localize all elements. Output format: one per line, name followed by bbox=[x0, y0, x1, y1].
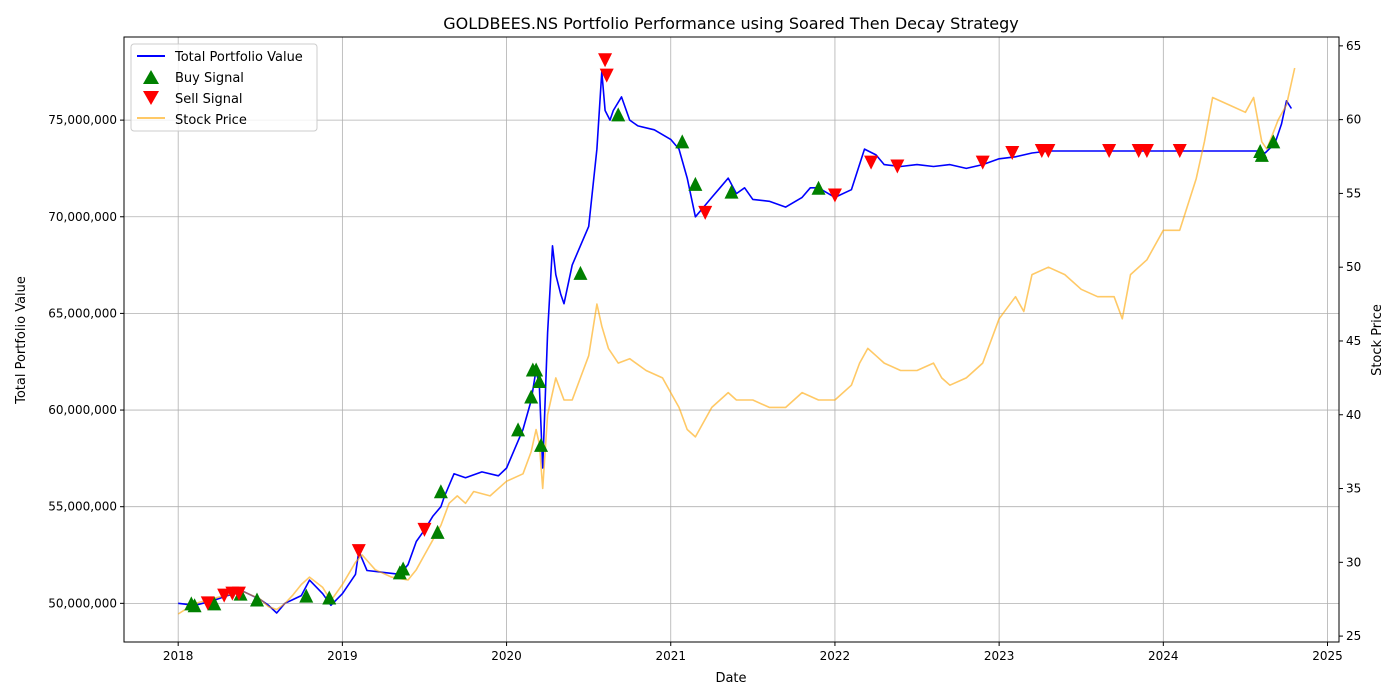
right-y-tick-label: 60 bbox=[1346, 113, 1361, 127]
x-tick-label: 2023 bbox=[984, 649, 1015, 663]
sell-signal-marker bbox=[1005, 145, 1020, 160]
legend: Total Portfolio Value Buy Signal Sell Si… bbox=[130, 43, 318, 132]
buy-signal-marker bbox=[1266, 134, 1281, 149]
left-y-tick-label: 70,000,000 bbox=[48, 210, 117, 224]
right-y-tick-label: 65 bbox=[1346, 39, 1361, 53]
buy-signal-marker bbox=[573, 265, 588, 280]
buy-signal-marker bbox=[524, 389, 539, 404]
buy-signal-marker bbox=[396, 561, 411, 576]
right-y-axis: 25 30 35 40 45 50 55 60 65 bbox=[1339, 39, 1361, 643]
x-axis-label: Date bbox=[715, 671, 746, 686]
right-y-tick-label: 25 bbox=[1346, 629, 1361, 643]
sell-signal-marker bbox=[1172, 144, 1187, 159]
x-axis: 2018 2019 2020 2021 2022 2023 2024 2025 bbox=[163, 642, 1343, 663]
buy-signal-marker bbox=[811, 180, 826, 195]
sell-signal-marker bbox=[217, 588, 232, 603]
sell-signal-marker bbox=[975, 155, 990, 170]
buy-signal-marker bbox=[534, 437, 549, 452]
right-y-tick-label: 35 bbox=[1346, 482, 1361, 496]
buy-signal-marker bbox=[1254, 147, 1269, 162]
sell-signal-marker bbox=[231, 586, 246, 601]
x-tick-label: 2018 bbox=[163, 649, 194, 663]
legend-buy-label: Buy Signal bbox=[175, 71, 244, 86]
buy-signal-marker bbox=[611, 107, 626, 122]
right-y-axis-label: Stock Price bbox=[1370, 304, 1385, 376]
left-y-tick-label: 60,000,000 bbox=[48, 403, 117, 417]
buy-signal-marker bbox=[529, 362, 544, 377]
left-y-tick-label: 50,000,000 bbox=[48, 596, 117, 610]
legend-portfolio-label: Total Portfolio Value bbox=[174, 50, 303, 65]
plot-frame bbox=[123, 36, 1340, 643]
chart-title: GOLDBEES.NS Portfolio Performance using … bbox=[443, 14, 1018, 33]
legend-stock-label: Stock Price bbox=[175, 113, 247, 128]
sell-signal-marker bbox=[890, 159, 905, 174]
sell-signal-marker bbox=[417, 522, 432, 537]
sell-signal-marker bbox=[1041, 144, 1056, 159]
left-y-axis: 50,000,000 55,000,000 60,000,000 65,000,000… bbox=[48, 113, 124, 610]
right-y-tick-label: 30 bbox=[1346, 555, 1361, 569]
stock-price-line bbox=[177, 67, 1296, 615]
left-y-tick-label: 65,000,000 bbox=[48, 306, 117, 320]
x-tick-label: 2022 bbox=[820, 649, 851, 663]
sell-signal-marker bbox=[827, 188, 842, 203]
left-y-tick-label: 75,000,000 bbox=[48, 113, 117, 127]
sell-signal-marker bbox=[864, 155, 879, 170]
x-tick-label: 2020 bbox=[491, 649, 522, 663]
buy-signal-marker bbox=[724, 184, 739, 199]
buy-signal-marker bbox=[433, 484, 448, 499]
right-y-tick-label: 40 bbox=[1346, 408, 1361, 422]
buy-signal-marker bbox=[322, 590, 337, 605]
x-tick-label: 2019 bbox=[327, 649, 358, 663]
legend-sell-marker bbox=[143, 91, 159, 105]
x-tick-label: 2021 bbox=[655, 649, 686, 663]
signal-markers bbox=[184, 53, 1281, 613]
x-tick-label: 2024 bbox=[1148, 649, 1179, 663]
legend-box bbox=[130, 43, 318, 132]
sell-signal-marker bbox=[598, 53, 613, 68]
right-y-tick-label: 45 bbox=[1346, 334, 1361, 348]
buy-signal-marker bbox=[207, 596, 222, 611]
buy-signal-marker bbox=[187, 598, 202, 613]
buy-signal-marker bbox=[675, 134, 690, 149]
buy-signal-marker bbox=[688, 176, 703, 191]
legend-sell-label: Sell Signal bbox=[175, 92, 243, 107]
buy-signal-marker bbox=[299, 588, 314, 603]
buy-signal-marker bbox=[249, 592, 264, 607]
sell-signal-marker bbox=[1139, 144, 1154, 159]
sell-signal-marker bbox=[599, 68, 614, 83]
sell-signal-marker bbox=[200, 596, 215, 611]
left-y-tick-label: 55,000,000 bbox=[48, 500, 117, 514]
left-y-axis-label: Total Portfolio Value bbox=[14, 276, 29, 405]
right-y-tick-label: 50 bbox=[1346, 260, 1361, 274]
sell-signal-marker bbox=[1102, 144, 1117, 159]
legend-buy-marker bbox=[143, 70, 159, 84]
x-tick-label: 2025 bbox=[1312, 649, 1343, 663]
sell-signal-marker bbox=[351, 544, 366, 559]
sell-signal-marker bbox=[698, 205, 713, 220]
buy-signal-marker bbox=[511, 422, 526, 437]
series-layer bbox=[177, 67, 1296, 615]
buy-signal-marker bbox=[430, 524, 445, 539]
buy-signal-marker bbox=[532, 374, 547, 389]
right-y-tick-label: 55 bbox=[1346, 186, 1361, 200]
